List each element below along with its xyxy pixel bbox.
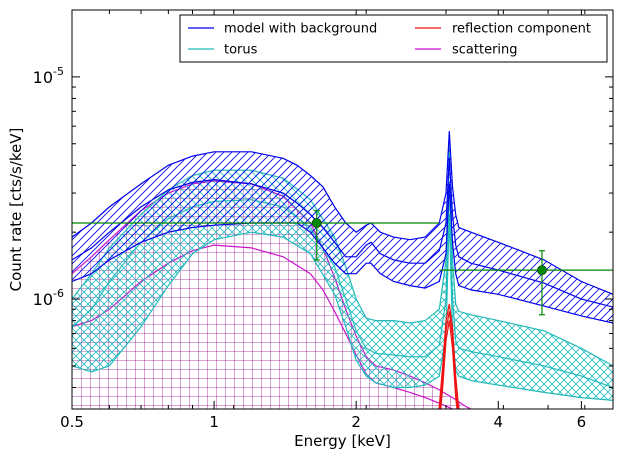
curve-reflection-component-upper [438,303,460,409]
legend: model with background torus reflection c… [179,14,608,63]
series-reflection-component [438,303,460,409]
y-tick-label: 10-5 [33,65,64,87]
legend-label-model: model with background [224,22,377,37]
x-tick-label: 0.5 [60,413,84,431]
y-tick-label: 10-6 [33,287,64,309]
legend-label-torus: torus [224,43,258,58]
data-marker [311,218,322,228]
curve-reflection-component-mid [439,311,459,409]
legend-label-scattering: scattering [452,43,518,58]
x-tick-label: 1 [209,413,219,431]
x-tick-label: 4 [494,413,504,431]
curve-model-with-background-upper [72,131,613,295]
data-point-1 [439,250,613,316]
curve-model-with-background-mid [72,158,613,308]
model-bands [72,131,613,409]
y-axis-label: Count rate [cts/s/keV] [7,128,25,292]
x-tick-label: 2 [351,413,361,431]
x-tick-label: 6 [577,413,587,431]
data-point-0 [72,210,440,261]
curve-reflection-component-lower [440,320,458,409]
legend-label-reflection: reflection component [452,22,591,37]
data-marker [537,265,547,275]
data-points [72,210,613,316]
band-model-with-background [72,131,613,323]
plot-frame [71,9,614,410]
curve-torus-lower [72,214,613,401]
x-axis-label: Energy [keV] [294,432,391,450]
series-model-with-background [72,131,613,324]
legend-box [179,14,608,63]
curve-model-with-background-lower [72,183,613,324]
